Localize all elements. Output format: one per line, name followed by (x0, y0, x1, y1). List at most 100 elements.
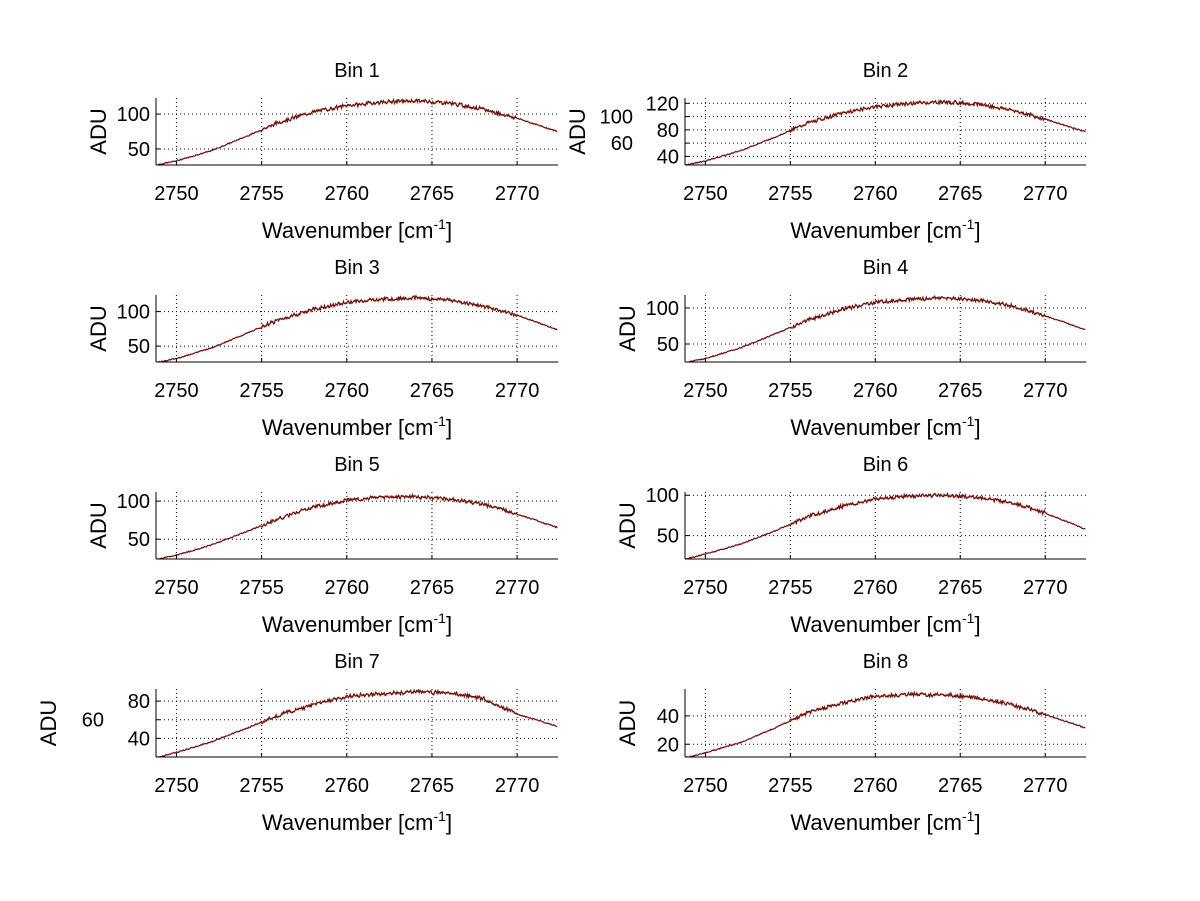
x-axis-label: Wavenumber [cm-1] (262, 413, 452, 440)
x-axis-label-end: ] (446, 218, 452, 243)
subplot-title: Bin 5 (334, 454, 380, 476)
x-axis-label-end: ] (974, 612, 980, 637)
y-tick-label: 50 (128, 529, 150, 551)
series-overlay-dark (684, 491, 1086, 560)
series-line (156, 98, 558, 166)
y-tick-label: 40 (657, 146, 679, 168)
y-tick-label: 50 (128, 336, 150, 358)
x-axis-label: Wavenumber [cm-1] (262, 808, 452, 835)
x-axis-label-text: Wavenumber [cm (262, 612, 434, 637)
subplot-title: Bin 4 (863, 257, 909, 279)
subplot-bin-2: 2750 2755 2760 2765 2770 40 60 80 100 120 Bin 2 Wav… (565, 60, 1086, 243)
series-overlay-orange (684, 98, 1086, 166)
x-axis-label-end: ] (974, 810, 980, 835)
series-overlay-dark (685, 690, 1086, 758)
x-axis-label-superscript: -1 (434, 808, 447, 824)
x-tick-label: 2760 (853, 183, 898, 205)
x-axis-label: Wavenumber [cm-1] (790, 413, 980, 440)
x-axis-label-superscript: -1 (962, 216, 975, 232)
series-line (684, 99, 1086, 166)
x-tick-label: 2760 (853, 775, 898, 797)
series-overlay-dark (156, 492, 558, 560)
series-line (156, 295, 558, 363)
series-overlay-dark (156, 294, 558, 363)
x-tick-label: 2760 (325, 577, 370, 599)
x-tick-label: 2770 (1023, 183, 1068, 205)
x-axis-label: Wavenumber [cm-1] (262, 610, 452, 637)
series-overlay-dark (685, 294, 1086, 363)
y-tick-label: 100 (117, 104, 150, 126)
x-tick-label: 2770 (495, 577, 540, 599)
x-tick-label: 2750 (154, 775, 199, 797)
x-tick-label: 2755 (239, 380, 284, 402)
x-tick-label: 2770 (495, 183, 540, 205)
x-tick-label: 2765 (938, 183, 983, 205)
x-axis-label-text: Wavenumber [cm (790, 218, 962, 243)
x-tick-label: 2765 (410, 183, 455, 205)
y-tick-label: 120 (646, 93, 679, 115)
x-axis-label-superscript: -1 (434, 216, 447, 232)
x-tick-label: 2770 (1023, 380, 1068, 402)
series-overlay-orange (685, 491, 1086, 560)
y-tick-label: 50 (657, 334, 679, 356)
x-tick-label: 2755 (768, 380, 813, 402)
x-tick-label: 2770 (1023, 775, 1068, 797)
y-tick-label: 100 (117, 491, 150, 513)
series-overlay-orange (156, 97, 558, 166)
series-overlay-orange (156, 295, 558, 363)
x-axis-label-end: ] (446, 612, 452, 637)
series-overlay-dark (156, 97, 558, 166)
x-tick-label: 2750 (154, 577, 199, 599)
x-axis-label-text: Wavenumber [cm (262, 415, 434, 440)
y-tick-label: 80 (128, 691, 150, 713)
x-tick-label: 2765 (938, 380, 983, 402)
subplot-bin-1: 2750 2755 2760 2765 2770 50 100 Bin 1 Wavenumber… (86, 60, 558, 243)
y-axis-label: ADU (86, 305, 111, 351)
subplot-bin-7: 2750 2755 2760 2765 2770 40 60 80 Bin 7 Wavenumbe… (36, 651, 558, 835)
x-axis-label-superscript: -1 (434, 413, 447, 429)
x-tick-label: 2760 (325, 380, 370, 402)
x-axis-label-superscript: -1 (434, 610, 447, 626)
x-tick-label: 2765 (410, 577, 455, 599)
series-line (685, 295, 1086, 363)
y-tick-label: 40 (128, 728, 150, 750)
x-axis-label-superscript: -1 (962, 413, 975, 429)
x-tick-label: 2765 (410, 380, 455, 402)
series-line (684, 492, 1086, 560)
x-tick-label: 2750 (683, 775, 728, 797)
x-tick-label: 2770 (1023, 577, 1068, 599)
series-line (156, 493, 558, 560)
series-overlay-orange (156, 493, 558, 560)
x-tick-label: 2750 (154, 183, 199, 205)
subplot-title: Bin 6 (863, 454, 909, 476)
y-axis-label: ADU (86, 108, 111, 154)
x-tick-label: 2765 (410, 775, 455, 797)
x-tick-label: 2755 (239, 775, 284, 797)
subplot-bin-5: 2750 2755 2760 2765 2770 50 100 Bin 5 Wavenumber… (86, 454, 558, 637)
x-tick-label: 2760 (325, 183, 370, 205)
x-tick-label: 2755 (239, 577, 284, 599)
x-axis-label-superscript: -1 (962, 610, 975, 626)
x-tick-label: 2765 (938, 775, 983, 797)
x-axis-label-text: Wavenumber [cm (790, 612, 962, 637)
y-tick-label: 80 (657, 120, 679, 142)
y-tick-label: 50 (128, 139, 150, 161)
x-tick-label: 2750 (683, 183, 728, 205)
x-axis-label-text: Wavenumber [cm (790, 415, 962, 440)
series-line (685, 691, 1086, 758)
subplot-title: Bin 8 (863, 651, 909, 673)
y-axis-label: ADU (615, 305, 640, 351)
series-overlay-orange (685, 295, 1086, 363)
y-tick-label: 50 (657, 526, 679, 548)
x-axis-label-text: Wavenumber [cm (262, 218, 434, 243)
x-axis-label-superscript: -1 (962, 808, 975, 824)
x-tick-label: 2750 (683, 380, 728, 402)
x-tick-label: 2755 (768, 775, 813, 797)
subplot-bin-4: 2750 2755 2760 2765 2770 50 100 Bin 4 Wavenumber… (615, 257, 1086, 440)
x-tick-label: 2755 (768, 183, 813, 205)
series-line (156, 689, 558, 758)
y-axis-label: ADU (565, 108, 590, 154)
y-axis-label: ADU (615, 700, 640, 746)
x-tick-label: 2755 (768, 577, 813, 599)
